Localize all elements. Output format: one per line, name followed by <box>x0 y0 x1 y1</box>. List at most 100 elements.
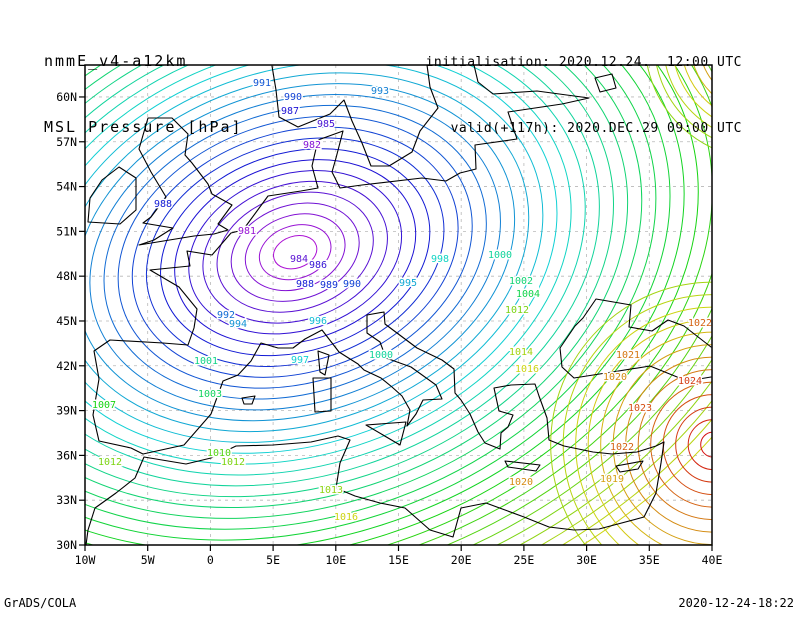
contour-ring-low <box>85 65 614 498</box>
contour-ring-low <box>258 224 332 281</box>
lon-label: 20E <box>451 553 472 567</box>
contour-ring-high <box>550 281 712 545</box>
contour-label: 1004 <box>516 289 540 300</box>
contour-label: 1000 <box>488 250 512 261</box>
contour-label: 1010 <box>207 448 231 459</box>
lat-label: 48N <box>56 269 77 283</box>
init-time-line: initialisation: 2020.12.24. 12:00 UTC <box>425 55 742 70</box>
contour-ring-high <box>687 419 712 471</box>
contour-ring-low <box>85 83 516 422</box>
coastline-black-sea <box>559 298 712 382</box>
contour-ring-low <box>85 65 699 545</box>
coastline-atlantic-north-sea-baltic <box>92 65 590 455</box>
contour-ring-high <box>700 431 712 458</box>
contour-label: 1020 <box>509 477 533 488</box>
contour-label: 990 <box>343 279 361 290</box>
contour-ring-low <box>85 65 600 487</box>
contour-label: 1012 <box>221 457 245 468</box>
island-mallorca <box>241 395 256 405</box>
contour-ring-low <box>85 65 572 465</box>
contour-ring-low <box>131 126 459 378</box>
contour-label: 982 <box>303 140 321 151</box>
contour-ring-low <box>273 235 318 270</box>
lon-label: 35E <box>639 553 660 567</box>
contour-label: 989 <box>320 280 338 291</box>
header-left: nmmE_v4-a12km MSL Pressure [hPa] <box>44 6 243 160</box>
coastline-scandinavia <box>271 65 439 167</box>
contour-ring-high <box>650 381 712 508</box>
contour-label: 988 <box>296 279 314 290</box>
contour-label: 986 <box>309 260 327 271</box>
lon-label: 15E <box>388 553 409 567</box>
contour-ring-low <box>85 65 657 530</box>
contour-label: 1019 <box>600 474 624 485</box>
contour-ring-high <box>625 356 712 533</box>
contour-label: 1021 <box>616 350 640 361</box>
island-cyprus <box>615 460 644 473</box>
contour-label: 1002 <box>509 276 533 287</box>
axis-tick-labels: 10W 5W 0 5E 10E 15E 20E 25E 30E 35E 40E 60N 57N 54N 51… <box>56 90 722 567</box>
contour-ring-low <box>85 65 544 443</box>
contour-ring-low <box>85 65 643 519</box>
contour-ring-low <box>89 94 501 411</box>
contour-ring-high <box>600 331 712 545</box>
contour-ring-low <box>85 65 685 545</box>
lat-label: 33N <box>56 493 77 507</box>
contour-ring-low <box>85 65 558 454</box>
contour-ring-high <box>662 394 712 496</box>
contour-label: 992 <box>217 310 235 321</box>
lon-label: 5E <box>266 553 280 567</box>
coastlines <box>85 65 712 545</box>
contour-ring-low <box>85 65 629 509</box>
valid-time-line: valid(+117h): 2020.DEC.29 09:00 UTC <box>450 121 742 136</box>
contour-ring-high <box>562 294 712 545</box>
contour-label: 1014 <box>509 347 533 358</box>
lat-label: 57N <box>56 135 77 149</box>
coastline-mediterranean-rim <box>85 311 665 545</box>
lon-label: 5W <box>141 553 155 567</box>
lat-label: 45N <box>56 314 77 328</box>
lon-label: 10E <box>325 553 346 567</box>
island-great-britain <box>138 117 233 246</box>
contour-label: 997 <box>291 355 309 366</box>
lon-label: 30E <box>576 553 597 567</box>
lon-label: 10W <box>75 553 96 567</box>
contour-ring-high <box>637 369 712 521</box>
contour-ring-low <box>174 159 417 346</box>
lon-label: 0 <box>207 553 214 567</box>
contour-ring-low <box>160 148 431 357</box>
contour-ring-ne-ridge <box>735 15 789 69</box>
contour-label: 1012 <box>505 305 529 316</box>
contour-ring-low <box>85 72 530 433</box>
contour-label: 987 <box>281 106 299 117</box>
contour-label: 995 <box>399 278 417 289</box>
island-corsica <box>317 350 330 376</box>
contour-ring-low <box>85 65 671 541</box>
contour-label: 1022 <box>688 318 712 329</box>
contour-label: 998 <box>431 254 449 265</box>
model-title: nmmE_v4-a12km <box>44 52 188 70</box>
island-sicily <box>365 421 407 446</box>
contour-label: 981 <box>238 226 256 237</box>
creation-timestamp: 2020-12-24-18:22 <box>678 596 794 610</box>
variable-title: MSL Pressure [hPa] <box>44 118 243 136</box>
lat-label: 42N <box>56 359 77 373</box>
lat-label: 39N <box>56 404 77 418</box>
contour-label: 990 <box>284 92 302 103</box>
contour-label: 1000 <box>369 350 393 361</box>
contour-ring-high <box>675 406 712 483</box>
contour-ring-low <box>117 115 473 389</box>
contour-ring-low <box>188 169 403 335</box>
contour-label: 984 <box>290 254 308 265</box>
island-sardinia <box>312 377 332 413</box>
contour-label: 1016 <box>515 364 539 375</box>
lon-label: 40E <box>702 553 723 567</box>
contour-label: 985 <box>317 119 335 130</box>
contour-label: 1022 <box>610 442 634 453</box>
contour-ring-high <box>612 344 712 545</box>
lat-label: 36N <box>56 448 77 462</box>
contour-label: 1016 <box>334 512 358 523</box>
